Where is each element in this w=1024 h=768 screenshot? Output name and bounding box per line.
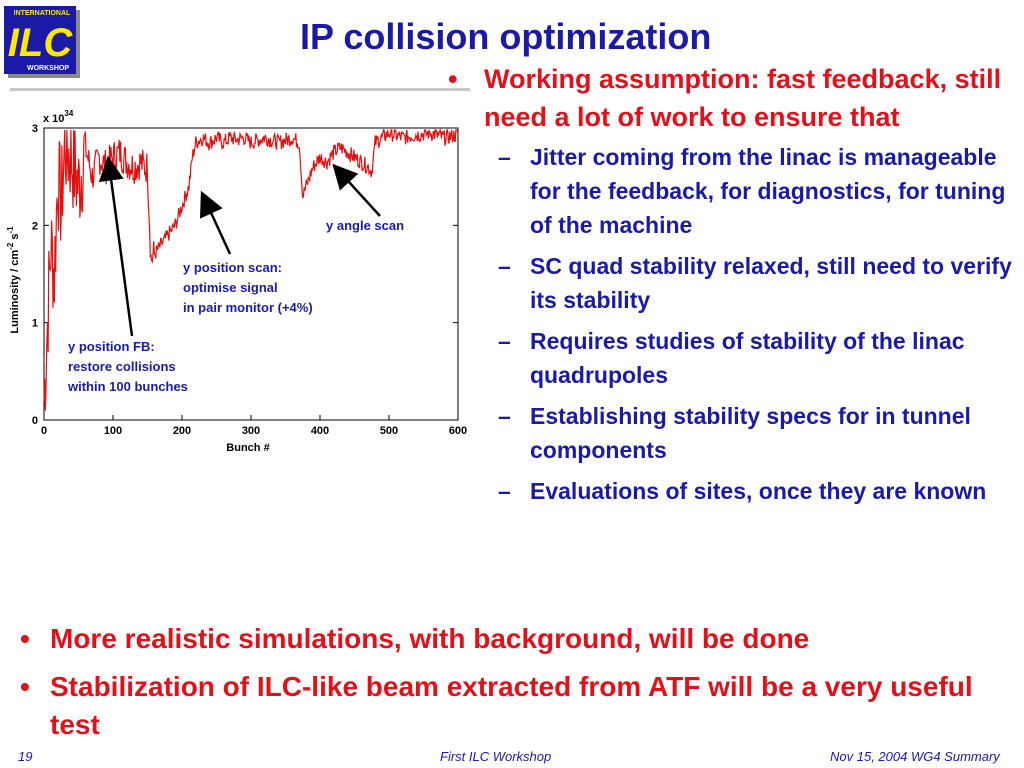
main-bullet-text: Working assumption: fast feedback, still… [484, 64, 1002, 132]
footer-center: First ILC Workshop [440, 749, 552, 764]
sub-bullet: – SC quad stability relaxed, still need t… [448, 249, 1018, 317]
annotations: y position FB: restore collisions within 1… [67, 155, 404, 394]
bullet-dot-icon: • [20, 671, 30, 702]
annotation-text: within 100 bunches [67, 379, 188, 394]
annotation-text: restore collisions [68, 359, 176, 374]
axes [43, 127, 459, 421]
bottom-bullet-text: Stabilization of ILC-like beam extracted… [50, 671, 973, 740]
footer-right: Nov 15, 2004 WG4 Summary [830, 749, 1000, 764]
sub-bullet: – Jitter coming from the linac is managea… [448, 140, 1018, 242]
bottom-bullet: • More realistic simulations, with backg… [20, 620, 1010, 658]
annotation-arrow [98, 155, 134, 337]
sub-bullet: – Evaluations of sites, once they are kno… [448, 474, 1018, 508]
x-tick-label: 400 [311, 425, 329, 437]
slide-title: IP collision optimization [300, 16, 712, 57]
y-tick-label: 1 [32, 318, 38, 330]
x-tick-label: 100 [104, 425, 122, 437]
divider [10, 88, 470, 91]
annotation-text: y position FB: [68, 339, 155, 354]
sub-bullet-text: Establishing stability specs for in tunn… [530, 403, 971, 463]
y-axis-label: Luminosity / cm-2 s-1 [6, 226, 21, 334]
x-tick-label: 600 [449, 425, 467, 437]
x-tick-label: 200 [173, 425, 191, 437]
logo-bottom-text: WORKSHOP [27, 65, 69, 72]
y-tick-label: 0 [32, 415, 38, 427]
annotation-text: y position scan: [183, 260, 282, 275]
annotation-text: y angle scan [326, 218, 404, 233]
sub-bullet-text: Evaluations of sites, once they are know… [530, 478, 987, 504]
bottom-bullet-text: More realistic simulations, with backgro… [50, 623, 810, 654]
page-number: 19 [18, 749, 33, 764]
dash-icon: – [498, 144, 511, 170]
x-tick-label: 500 [380, 425, 398, 437]
ilc-workshop-logo: INTERNATIONAL ILC WORKSHOP [4, 6, 80, 78]
sub-bullet-list: – Jitter coming from the linac is managea… [448, 140, 1018, 508]
logo-top-text: INTERNATIONAL [14, 10, 71, 17]
y-tick-label: 3 [32, 123, 38, 135]
annotation-text: in pair monitor (+4%) [183, 300, 313, 315]
annotation-text: optimise signal [183, 280, 278, 295]
dash-icon: – [498, 403, 511, 429]
dash-icon: – [498, 478, 511, 504]
bottom-bullet: • Stabilization of ILC-like beam extract… [20, 668, 1010, 744]
annotation-arrow [332, 163, 381, 217]
y-scale-label: x 1034 [43, 109, 74, 125]
x-axis-label: Bunch # [226, 442, 269, 454]
right-bullet-list: • Working assumption: fast feedback, sti… [448, 60, 1018, 515]
y-scale-exponent: 34 [64, 109, 73, 118]
sub-bullet-text: Requires studies of stability of the lin… [530, 328, 965, 388]
sub-bullet: – Requires studies of stability of the li… [448, 324, 1018, 392]
x-tick-labels: 0 100 200 300 400 500 600 [41, 425, 467, 437]
logo-letters: ILC [8, 21, 74, 65]
sub-bullet-text: SC quad stability relaxed, still need to… [530, 253, 1012, 313]
bullet-dot-icon: • [20, 623, 30, 654]
sub-bullet: – Establishing stability specs for in tun… [448, 399, 1018, 467]
x-tick-label: 300 [242, 425, 260, 437]
y-tick-label: 2 [32, 220, 38, 232]
annotation-arrow [200, 190, 232, 255]
bottom-bullet-list: • More realistic simulations, with backg… [20, 620, 1010, 754]
y-tick-labels: 0 1 2 3 [32, 123, 38, 427]
main-bullet: • Working assumption: fast feedback, sti… [448, 60, 1018, 136]
x-tick-label: 0 [41, 425, 47, 437]
dash-icon: – [498, 253, 511, 279]
y-scale-base: x 10 [43, 113, 64, 125]
sub-bullet-text: Jitter coming from the linac is manageab… [530, 144, 1006, 238]
bullet-dot-icon: • [448, 64, 458, 94]
dash-icon: – [498, 328, 511, 354]
